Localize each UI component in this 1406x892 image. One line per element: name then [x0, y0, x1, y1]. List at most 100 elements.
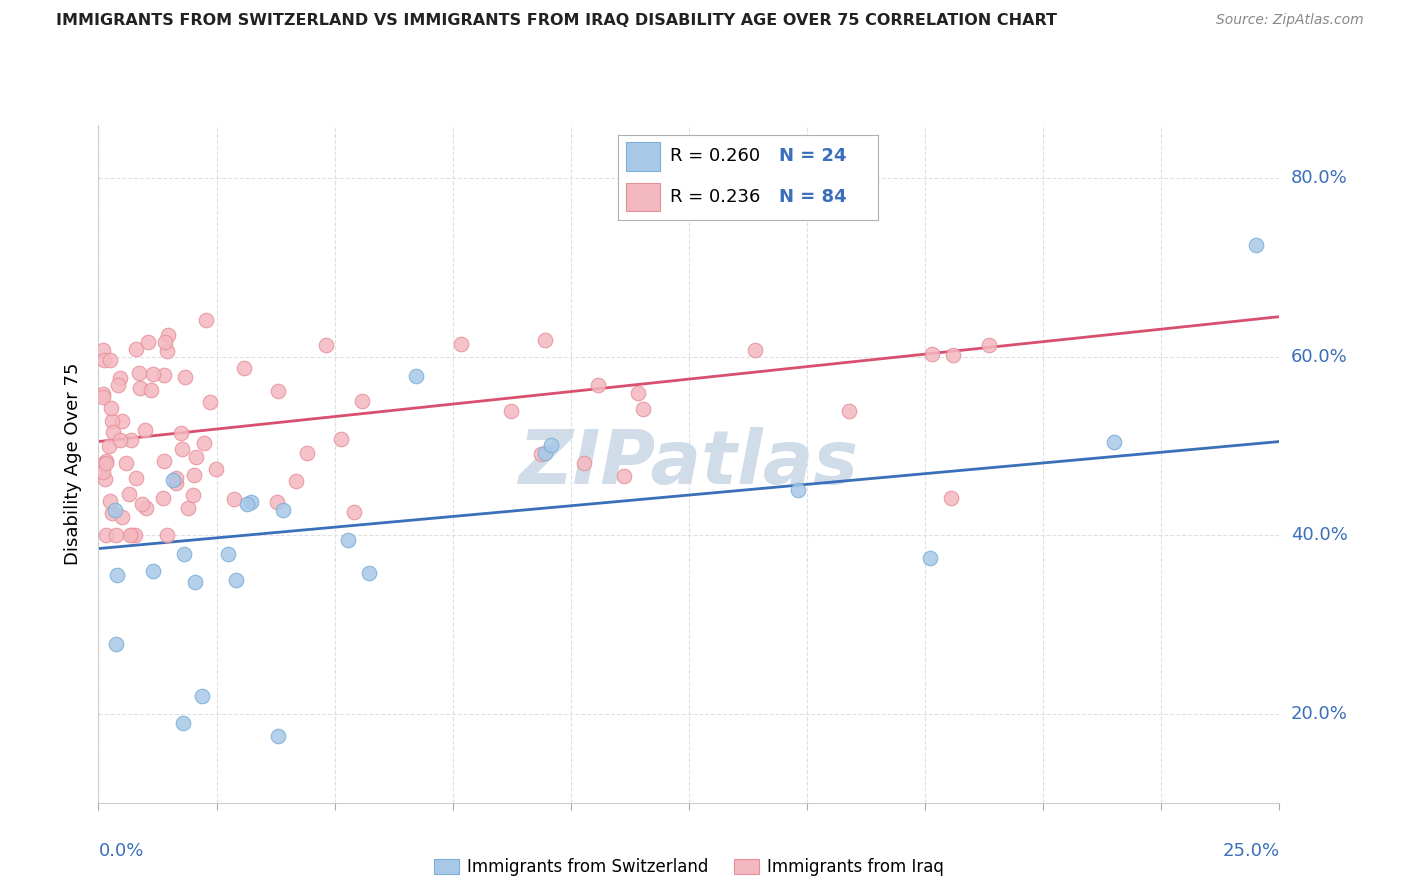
Point: [98, 353, 121, 368]
Point: [101, 425, 124, 440]
Point: [225, 574, 247, 588]
Text: N = 24: N = 24: [779, 147, 846, 165]
Point: [141, 384, 163, 398]
Point: [838, 404, 860, 418]
Point: [336, 533, 359, 547]
Point: [267, 729, 290, 743]
Point: [612, 468, 634, 483]
Point: [939, 491, 962, 506]
Point: [125, 471, 148, 485]
Point: [173, 548, 195, 562]
Text: R = 0.236: R = 0.236: [671, 188, 761, 206]
Point: [285, 474, 308, 488]
Point: [115, 456, 138, 470]
Text: Source: ZipAtlas.com: Source: ZipAtlas.com: [1216, 13, 1364, 28]
Point: [205, 461, 228, 475]
Point: [165, 475, 187, 490]
Point: [111, 510, 134, 524]
FancyBboxPatch shape: [626, 142, 659, 170]
Point: [165, 471, 187, 485]
Point: [128, 366, 150, 380]
Point: [499, 404, 522, 418]
Text: 80.0%: 80.0%: [1291, 169, 1347, 187]
Point: [93, 353, 115, 368]
Point: [979, 338, 1001, 352]
Point: [91, 343, 114, 357]
Point: [183, 468, 205, 483]
Point: [153, 368, 176, 383]
Point: [105, 528, 128, 542]
Legend: Immigrants from Switzerland, Immigrants from Iraq: Immigrants from Switzerland, Immigrants …: [427, 851, 950, 882]
Point: [98, 439, 121, 453]
Point: [91, 390, 114, 404]
Point: [152, 491, 174, 506]
Point: [96, 528, 118, 542]
Point: [124, 342, 146, 356]
Point: [108, 371, 131, 385]
Point: [534, 446, 557, 460]
Text: ZIPatlas: ZIPatlas: [519, 427, 859, 500]
Point: [173, 369, 195, 384]
Point: [450, 337, 472, 351]
Point: [120, 433, 142, 447]
Text: 40.0%: 40.0%: [1291, 526, 1347, 544]
Point: [918, 550, 941, 565]
Point: [94, 454, 117, 468]
Point: [121, 528, 143, 542]
Point: [267, 384, 290, 398]
Text: 0.0%: 0.0%: [98, 842, 143, 860]
Point: [193, 435, 215, 450]
Point: [217, 547, 239, 561]
Point: [108, 434, 131, 448]
Point: [100, 507, 122, 521]
Point: [350, 393, 373, 408]
Point: [357, 566, 380, 581]
Point: [184, 450, 207, 464]
Point: [142, 367, 165, 381]
Point: [136, 335, 159, 350]
Point: [135, 501, 157, 516]
Point: [172, 442, 194, 456]
Point: [530, 447, 553, 461]
Point: [162, 473, 184, 487]
Point: [1244, 238, 1267, 252]
Text: N = 84: N = 84: [779, 188, 846, 206]
Point: [627, 385, 650, 400]
Point: [233, 361, 256, 376]
Point: [118, 528, 141, 542]
Point: [1102, 434, 1125, 449]
Point: [105, 567, 128, 582]
Point: [98, 494, 121, 508]
Point: [942, 348, 965, 362]
Point: [142, 564, 165, 578]
Text: IMMIGRANTS FROM SWITZERLAND VS IMMIGRANTS FROM IRAQ DISABILITY AGE OVER 75 CORRE: IMMIGRANTS FROM SWITZERLAND VS IMMIGRANT…: [56, 13, 1057, 29]
Point: [574, 456, 596, 470]
Point: [94, 472, 117, 486]
Point: [222, 491, 245, 506]
Point: [198, 395, 221, 409]
Point: [540, 438, 562, 452]
Point: [191, 689, 214, 703]
Point: [330, 432, 353, 446]
Point: [104, 503, 127, 517]
Point: [105, 637, 128, 651]
Point: [533, 333, 555, 347]
Point: [744, 343, 766, 357]
Text: 20.0%: 20.0%: [1291, 705, 1347, 723]
Point: [181, 488, 204, 502]
Point: [266, 495, 288, 509]
Text: 25.0%: 25.0%: [1222, 842, 1279, 860]
Point: [315, 337, 337, 351]
Point: [134, 423, 156, 437]
Point: [156, 344, 179, 359]
Point: [240, 495, 263, 509]
Point: [273, 503, 295, 517]
Point: [124, 528, 146, 542]
Point: [118, 487, 141, 501]
Point: [96, 456, 118, 470]
Point: [153, 335, 176, 350]
Point: [297, 446, 319, 460]
Point: [172, 715, 194, 730]
Point: [111, 414, 134, 428]
Point: [157, 327, 180, 342]
